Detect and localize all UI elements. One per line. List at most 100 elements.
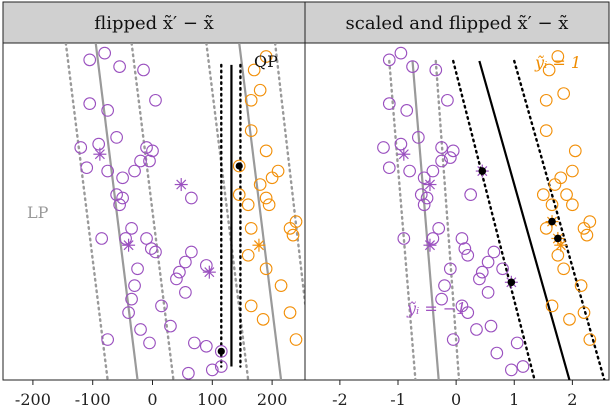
purple-point <box>214 360 228 373</box>
purple-star-point <box>174 178 188 192</box>
purple-point <box>98 46 112 60</box>
purple-point <box>128 279 141 292</box>
purple-point <box>458 242 472 255</box>
orange-point <box>253 178 267 191</box>
orange-star-point <box>252 238 266 252</box>
purple-point <box>435 292 448 306</box>
purple-point <box>199 339 213 353</box>
orange-point <box>542 63 556 77</box>
purple-point <box>116 171 129 185</box>
purple-point <box>484 319 498 333</box>
purple-point <box>188 336 201 350</box>
orange-point <box>557 262 571 276</box>
sv-dot <box>235 162 243 170</box>
purple-point <box>475 265 489 279</box>
lp-margin-line <box>434 59 461 380</box>
purple-point <box>146 144 159 158</box>
x-tick-label: 100 <box>197 390 228 409</box>
purple-point <box>446 144 460 158</box>
purple-point <box>516 360 530 373</box>
purple-point <box>382 97 396 111</box>
star-stroke <box>398 149 409 160</box>
orange-point <box>262 198 276 212</box>
purple-point <box>131 262 144 276</box>
lp-label: LP <box>27 203 49 222</box>
purple-point <box>426 164 440 178</box>
orange-point <box>557 87 571 100</box>
purple-point <box>113 60 126 73</box>
orange-point <box>247 63 261 77</box>
purple-point <box>435 141 448 154</box>
purple-point <box>119 232 132 245</box>
purple-point <box>443 151 457 164</box>
purple-point <box>417 198 431 212</box>
purple-point <box>122 306 135 319</box>
orange-point <box>583 333 597 346</box>
star-stroke <box>94 149 105 160</box>
orange-point <box>577 222 591 235</box>
purple-point <box>470 323 483 336</box>
purple-point <box>397 232 411 245</box>
sv-dot <box>478 167 487 175</box>
orange-point <box>259 144 273 158</box>
purple-point <box>420 191 434 205</box>
purple-star-point <box>423 178 437 192</box>
orange-point <box>244 93 258 107</box>
orange-point <box>568 144 582 158</box>
orange-support-vector <box>551 231 565 245</box>
orange-point <box>560 188 573 201</box>
purple-point <box>101 333 115 346</box>
purple-support-vector <box>475 164 489 178</box>
orange-point <box>548 178 562 191</box>
purple-point <box>473 272 486 286</box>
point-layer <box>377 46 597 377</box>
purple-point <box>382 53 396 67</box>
x-tick-label: 200 <box>257 390 288 409</box>
orange-point <box>551 248 565 262</box>
purple-point <box>92 137 106 151</box>
qp-margin-line <box>452 59 536 380</box>
sv-ring <box>214 345 228 358</box>
plot-area <box>304 42 610 381</box>
purple-point <box>382 161 396 175</box>
orange-support-vector <box>232 159 246 173</box>
point-layer <box>74 46 303 380</box>
purple-point <box>496 262 509 276</box>
purple-point <box>143 154 156 168</box>
purple-point <box>134 154 147 168</box>
purple-point <box>429 63 443 77</box>
purple-support-vector <box>504 275 518 289</box>
star-stroke <box>424 179 435 190</box>
orange-point <box>580 228 594 242</box>
lp-boundary-line <box>411 60 440 380</box>
orange-point <box>244 299 258 313</box>
orange-point <box>256 312 270 326</box>
purple-point <box>155 299 168 313</box>
orange-point <box>253 83 267 97</box>
panel-title-text: scaled and flipped x̃′ − x̃ <box>346 13 569 34</box>
purple-point <box>446 333 460 346</box>
purple-point <box>426 232 440 245</box>
orange-point <box>283 222 297 235</box>
purple-point <box>490 346 504 360</box>
purple-point <box>185 191 198 205</box>
orange-support-vector <box>545 215 559 229</box>
line-layer <box>64 43 305 380</box>
x-tick-label: -100 <box>75 390 111 409</box>
purple-point <box>110 131 123 144</box>
qp-margin-line <box>513 59 606 380</box>
purple-star-point <box>397 147 411 161</box>
orange-point <box>271 164 285 178</box>
purple-point <box>179 286 192 299</box>
purple-point <box>143 336 156 350</box>
purple-point <box>461 248 475 262</box>
purple-point <box>110 188 123 201</box>
purple-point <box>504 363 518 377</box>
star-stroke <box>204 267 215 278</box>
orange-point <box>241 248 255 262</box>
purple-point <box>182 366 195 380</box>
purple-star-point <box>202 265 216 279</box>
orange-point <box>563 312 576 326</box>
purple-point <box>125 222 138 235</box>
purple-star-point <box>423 238 437 252</box>
